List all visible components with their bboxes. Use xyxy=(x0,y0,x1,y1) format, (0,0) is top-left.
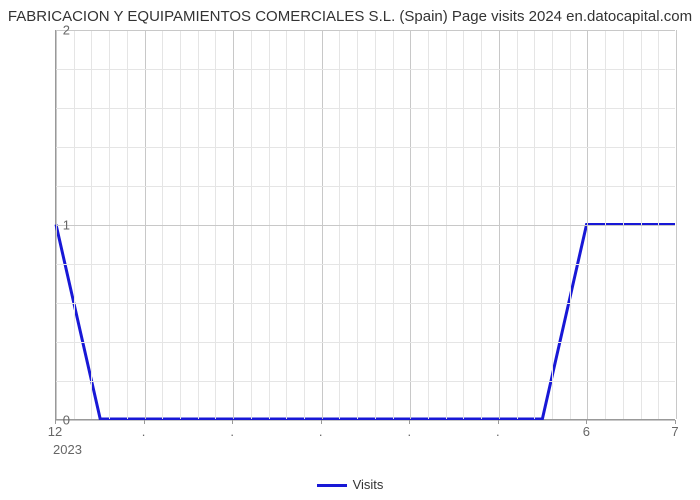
chart-title: FABRICACION Y EQUIPAMIENTOS COMERCIALES … xyxy=(0,8,700,25)
grid-minor-h xyxy=(56,303,675,304)
x-tick-label: . xyxy=(230,424,234,439)
x-tick-label: 7 xyxy=(671,424,678,439)
x-tick-label: . xyxy=(319,424,323,439)
grid-major-h xyxy=(56,225,675,226)
x-tick-label: . xyxy=(142,424,146,439)
y-tick-label: 1 xyxy=(63,218,70,233)
legend: Visits xyxy=(0,477,700,492)
grid-minor-h xyxy=(56,108,675,109)
grid-minor-h xyxy=(56,69,675,70)
plot-area xyxy=(55,30,675,420)
x-tick-label: . xyxy=(407,424,411,439)
x-tick-label: 12 xyxy=(48,424,62,439)
grid-minor-h xyxy=(56,186,675,187)
grid-minor-h xyxy=(56,381,675,382)
visits-line xyxy=(56,225,675,420)
grid-minor-h xyxy=(56,264,675,265)
y-tick-label: 2 xyxy=(63,23,70,38)
grid-major-h xyxy=(56,30,675,31)
grid-major-v xyxy=(676,30,677,419)
legend-label: Visits xyxy=(353,477,384,492)
chart-container: FABRICACION Y EQUIPAMIENTOS COMERCIALES … xyxy=(0,0,700,500)
grid-major-h xyxy=(56,420,675,421)
x-tick-label: . xyxy=(496,424,500,439)
grid-minor-h xyxy=(56,342,675,343)
legend-swatch xyxy=(317,484,347,487)
x-tick-label: 6 xyxy=(583,424,590,439)
y-tick-label: 0 xyxy=(63,413,70,428)
x-year-label: 2023 xyxy=(53,442,82,457)
grid-minor-h xyxy=(56,147,675,148)
